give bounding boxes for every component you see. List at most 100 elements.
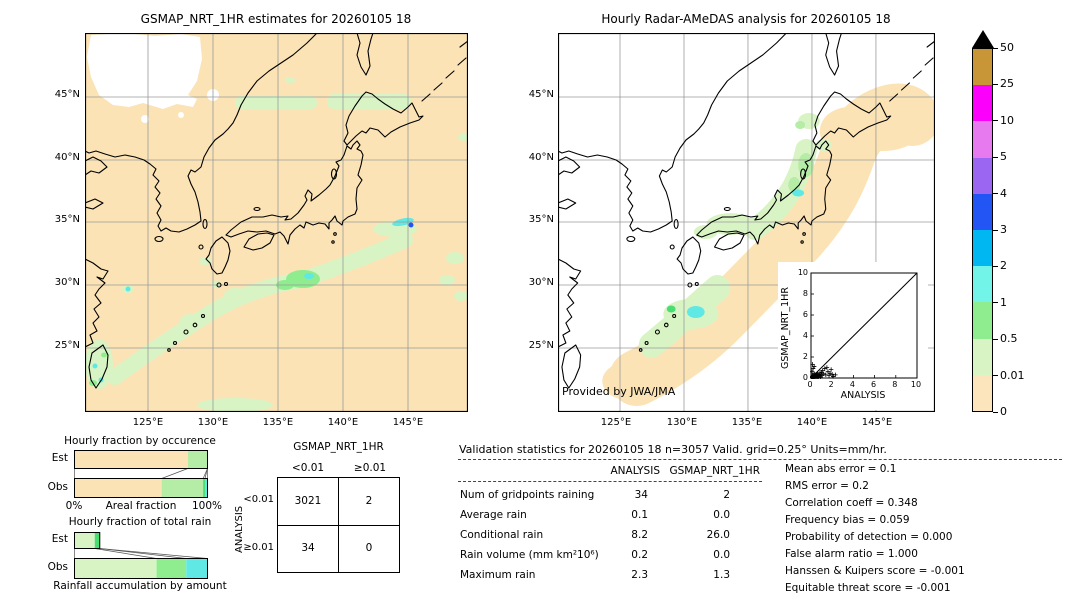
bar-connector <box>204 468 208 479</box>
contingency-row-label-lt: <0.01 <box>243 494 274 505</box>
bar-connector <box>161 468 188 479</box>
right-lat-45: 45°N <box>528 89 554 100</box>
right-lon-135: 135°E <box>731 417 763 428</box>
no-data-region <box>87 33 202 109</box>
accumulation-chart-title: Hourly fraction of total rain <box>68 516 212 528</box>
scatter-point <box>820 368 825 373</box>
stats-col-gsmap: GSMAP_NRT_1HR <box>669 465 760 477</box>
score-far: False alarm ratio = 1.000 <box>785 548 918 560</box>
colorbar-tick <box>993 229 998 231</box>
bar-segment <box>204 478 208 498</box>
colorbar-segment <box>973 49 992 86</box>
bar-segment <box>187 450 208 469</box>
colorbar-segment <box>973 193 992 231</box>
contingency-grid: 3021 2 34 0 <box>277 477 400 573</box>
colorbar-tick <box>993 193 998 195</box>
contingency-col-label-lt: <0.01 <box>291 462 325 474</box>
contingency-col-label-ge: ≥0.01 <box>353 462 387 474</box>
bar-outline <box>74 450 208 469</box>
stats-col-analysis: ANALYSIS <box>610 465 660 477</box>
accumulation-xlabel: Rainfall accumulation by amount <box>53 580 227 592</box>
colorbar-ticks <box>993 47 998 413</box>
right-lat-30: 30°N <box>528 277 554 288</box>
scatter-point <box>826 373 832 378</box>
scatter-point <box>810 362 815 367</box>
left-map <box>85 33 468 412</box>
bar-outline <box>74 558 208 579</box>
right-map: Provided by JWA/JMA GSMAP_NRT_1HR 0 2 4 6 8 1… <box>558 33 935 412</box>
score-rms-error: RMS error = 0.2 <box>785 480 869 492</box>
bar-connector <box>94 548 157 559</box>
occurrence-est-label: Est <box>51 452 68 464</box>
stats-row-gsmap: 26.0 <box>706 529 730 541</box>
accumulation-obs-label: Obs <box>47 561 68 573</box>
bar-connector <box>99 548 208 559</box>
accumulation-est-label: Est <box>51 533 68 545</box>
colorbar-tick-label: 3 <box>1000 223 1007 236</box>
bar-outline <box>74 532 101 549</box>
stats-divider-header <box>458 481 762 482</box>
colorbar-tick <box>993 265 998 267</box>
scatter-point <box>830 372 835 377</box>
rain-moderate <box>666 121 814 313</box>
scatter-points <box>810 362 838 379</box>
colorbar-tick <box>993 47 998 49</box>
colorbar-tick <box>993 411 998 413</box>
scatter-point <box>828 367 834 372</box>
stats-row-gsmap: 1.3 <box>713 569 730 581</box>
occurrence-xlabel: Areal fraction <box>105 500 177 512</box>
scatter-point <box>833 372 838 378</box>
stats-title: Validation statistics for 20260105 18 n=… <box>459 443 887 456</box>
right-map-title: Hourly Radar-AMeDAS analysis for 2026010… <box>601 12 891 26</box>
occurrence-chart <box>74 450 208 498</box>
score-mean-abs-error: Mean abs error = 0.1 <box>785 463 897 475</box>
stats-divider-top <box>458 459 1062 460</box>
stats-row-analysis: 2.3 <box>631 569 648 581</box>
scatter-point <box>821 371 826 376</box>
bar-segment <box>156 558 187 579</box>
stats-row-label: Maximum rain <box>460 569 536 581</box>
colorbar-segment <box>973 230 992 267</box>
bar-segment <box>94 532 100 549</box>
colorbar-tick-label: 0 <box>1000 405 1007 418</box>
scatter-point <box>810 369 815 374</box>
inset-y-tick-label: 6 <box>802 310 808 319</box>
occurrence-chart-title: Hourly fraction by occurence <box>64 435 216 447</box>
stats-row-analysis: 0.2 <box>631 549 648 561</box>
score-pod: Probability of detection = 0.000 <box>785 531 953 543</box>
bar-outline <box>74 478 208 498</box>
left-lat-45: 45°N <box>54 89 80 100</box>
contingency-cell-10: 34 <box>301 542 315 554</box>
stats-row-label: Num of gridpoints raining <box>460 489 595 501</box>
right-lon-130: 130°E <box>666 417 698 428</box>
right-lat-35: 35°N <box>528 214 554 225</box>
scatter-point <box>822 366 827 371</box>
bar-segment <box>74 478 162 498</box>
score-hk: Hanssen & Kuipers score = -0.001 <box>785 565 965 577</box>
left-lon-125: 125°E <box>132 417 164 428</box>
left-lon-140: 140°E <box>327 417 359 428</box>
colorbar-tick-label: 0.5 <box>1000 332 1018 346</box>
stats-row-gsmap: 2 <box>723 489 730 501</box>
colorbar-segment <box>973 374 992 412</box>
colorbar-tick <box>993 120 998 122</box>
left-map-canvas <box>85 33 468 412</box>
inset-ylabel: GSMAP_NRT_1HR <box>780 287 791 370</box>
contingency-col-header: GSMAP_NRT_1HR <box>293 441 384 453</box>
rain-heavy <box>686 189 805 318</box>
colorbar-tick-label: 50 <box>1000 41 1014 54</box>
inset-x-tick-label: 4 <box>849 380 855 389</box>
stats-row-label: Rain volume (mm km²10⁶) <box>460 549 599 561</box>
scatter-point <box>827 371 833 376</box>
inset-scatter-panel: GSMAP_NRT_1HR 0 2 4 6 8 10 0 2 4 6 8 10 ANALYSIS <box>778 262 928 410</box>
scatter-point <box>824 365 830 370</box>
left-lon-145: 145°E <box>392 417 424 428</box>
inset-x-tick-label: 6 <box>871 380 877 389</box>
right-lon-145: 145°E <box>861 417 893 428</box>
colorbar-tick <box>993 375 998 377</box>
left-lon-130: 130°E <box>197 417 229 428</box>
inset-scatter-canvas <box>810 272 918 379</box>
inset-x-tick-label: 10 <box>910 380 922 389</box>
stats-row-analysis: 8.2 <box>631 529 648 541</box>
